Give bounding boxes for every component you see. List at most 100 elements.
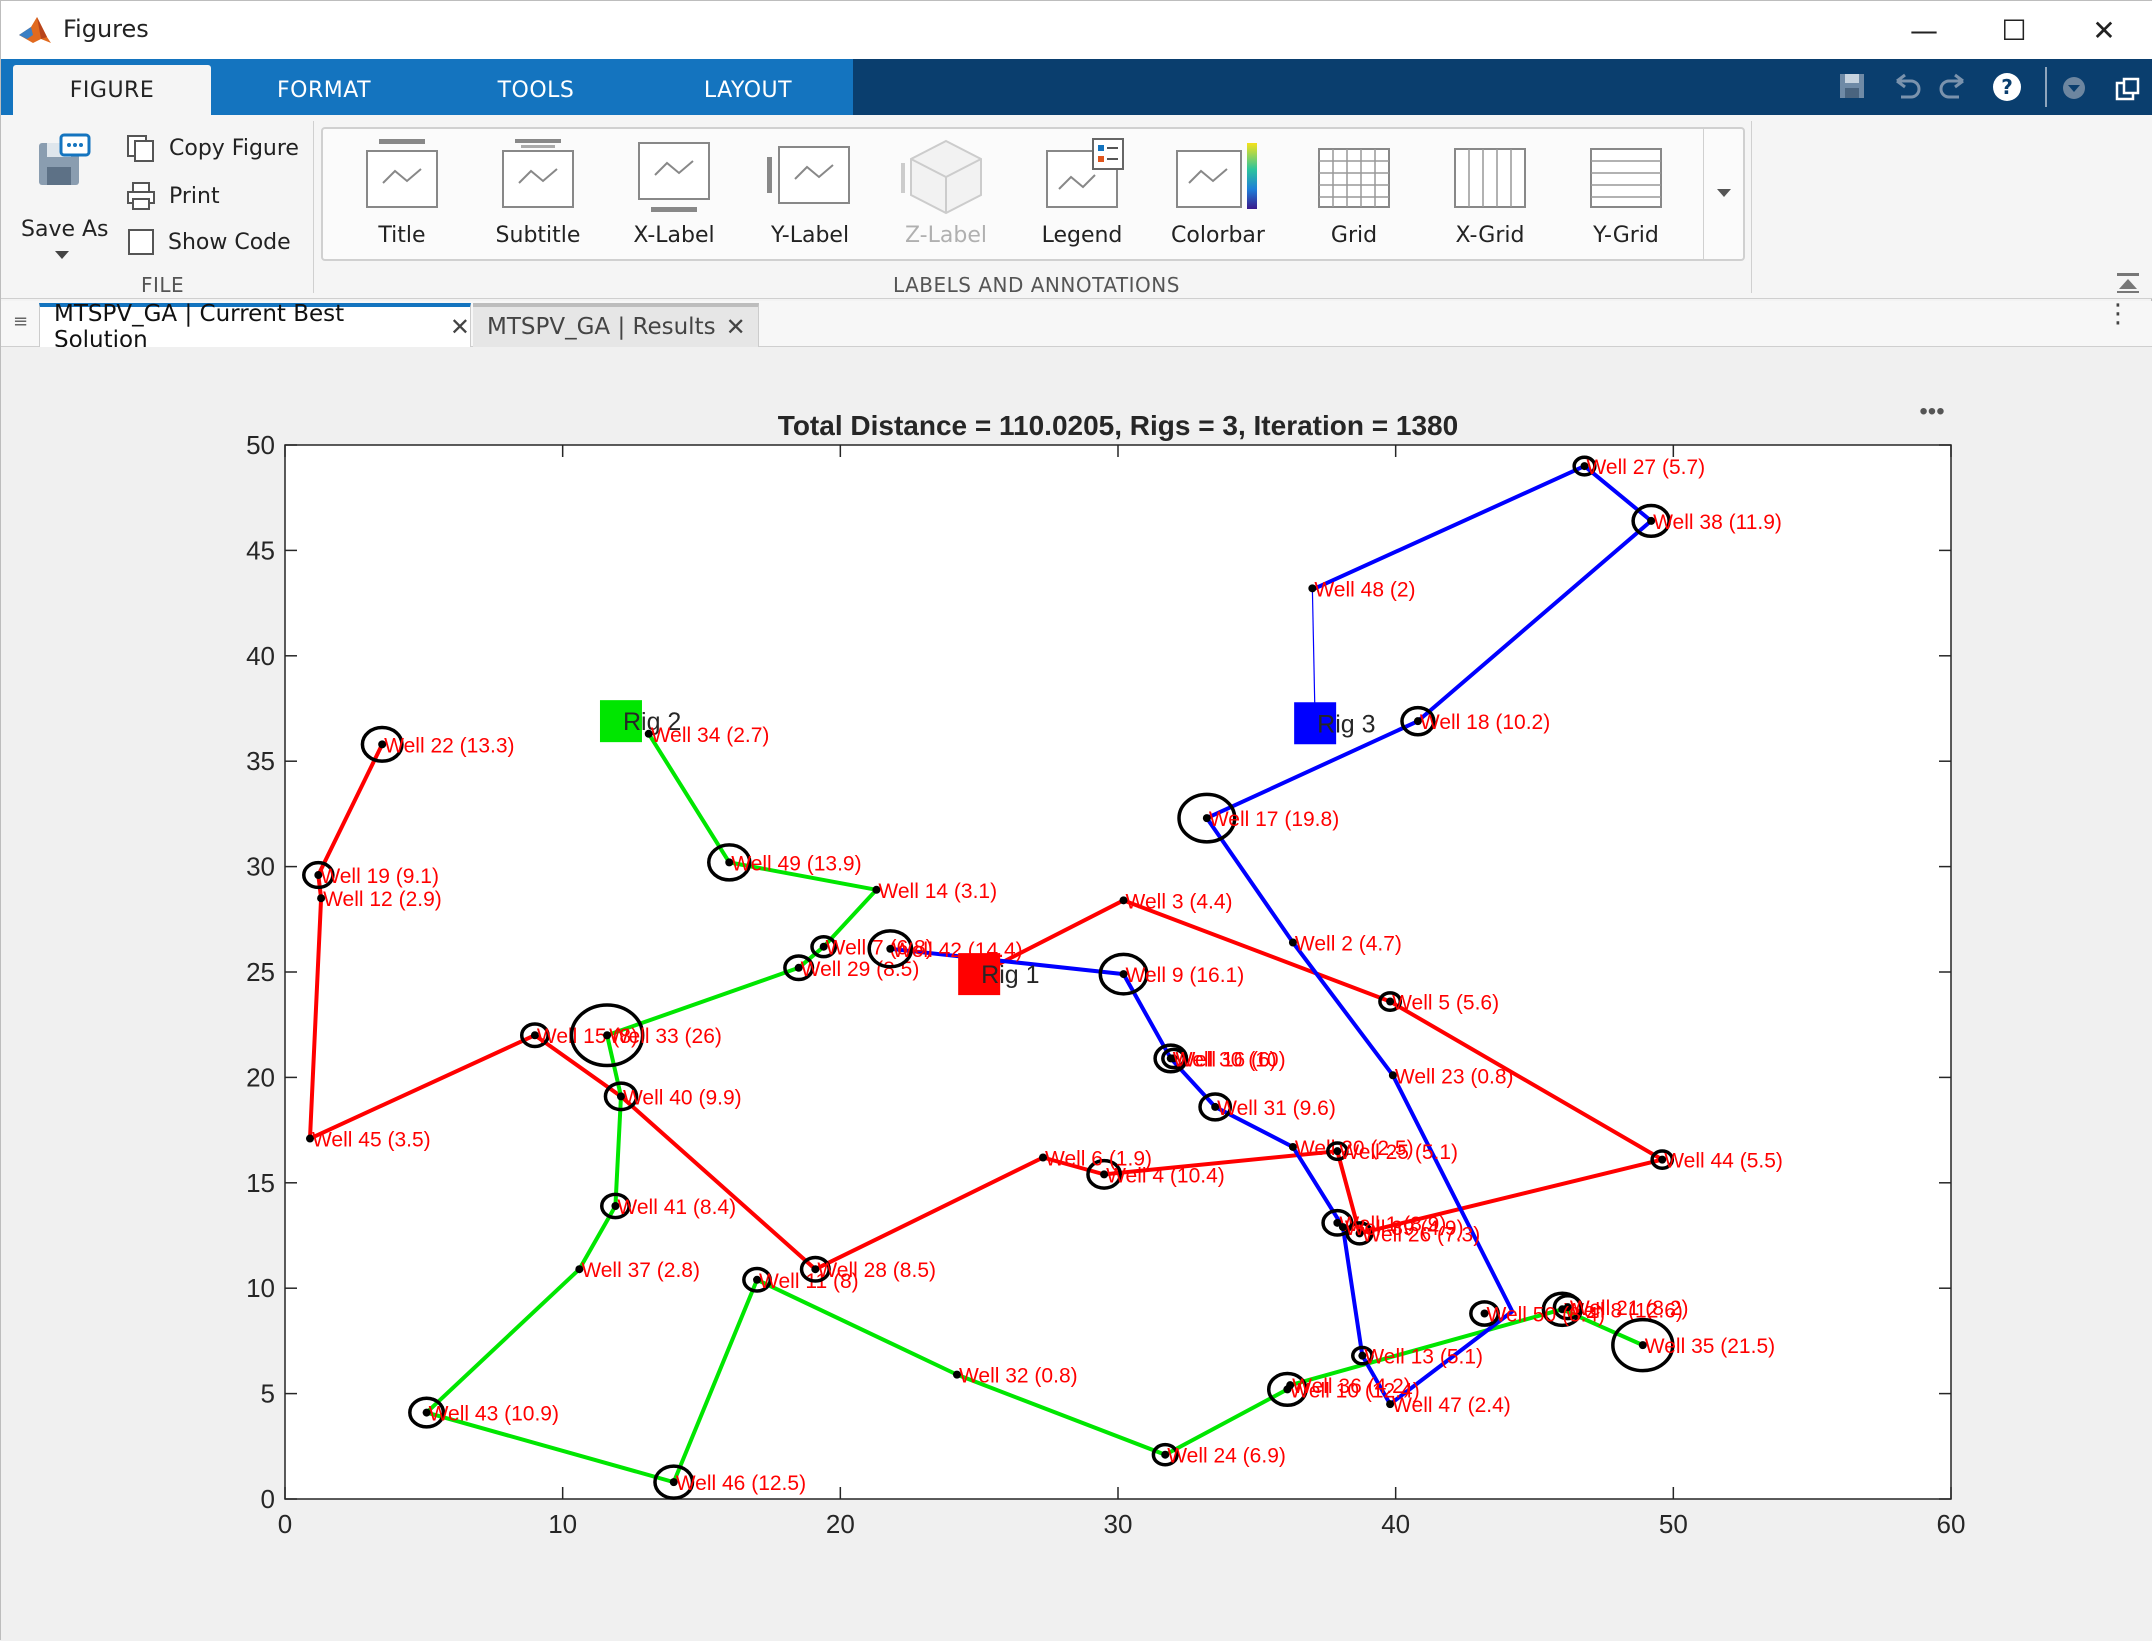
copy-figure-button[interactable]: Copy Figure	[125, 133, 299, 163]
print-button[interactable]: Print	[125, 181, 220, 211]
copy-icon	[127, 135, 154, 162]
show-code-label: Show Code	[168, 229, 291, 255]
undock-icon[interactable]	[2113, 75, 2143, 105]
rig-label: Rig 2	[623, 708, 681, 736]
well-point	[1119, 970, 1128, 979]
well-point	[819, 942, 828, 951]
legend-icon	[1046, 138, 1124, 208]
tab-figure[interactable]: FIGURE	[13, 65, 211, 115]
save-as-button[interactable]: Save As	[15, 133, 111, 263]
zlabel-button[interactable]: Z-Label	[881, 133, 1011, 259]
well-label: Well 7 (6.8)	[826, 937, 933, 960]
well-point	[317, 894, 326, 903]
close-window-button[interactable]: ✕	[2071, 9, 2137, 51]
x-tick-label: 50	[1659, 1509, 1688, 1539]
well-point	[1647, 516, 1656, 525]
close-tab-icon[interactable]: ✕	[449, 313, 470, 341]
tab-current-best-solution[interactable]: MTSPV_GA | Current Best Solution ✕	[39, 301, 471, 353]
well-size-circle	[1345, 1221, 1374, 1246]
maximize-button[interactable]: ☐	[1981, 9, 2047, 51]
well-label: Well 43 (10.9)	[429, 1403, 559, 1426]
tab-results[interactable]: MTSPV_GA | Results ✕	[473, 303, 759, 347]
well-label: Well 26 (7.3)	[1362, 1223, 1481, 1246]
well-label: Well 5 (5.6)	[1392, 992, 1499, 1015]
well-point	[669, 1478, 678, 1487]
legend-button[interactable]: Legend	[1017, 133, 1147, 259]
collapse-toolstrip-icon[interactable]	[2115, 271, 2141, 295]
well-label: Well 18 (10.2)	[1420, 711, 1550, 734]
well-size-circle	[302, 860, 335, 890]
gallery-expand-button[interactable]	[1703, 129, 1743, 259]
subtitle-button[interactable]: Subtitle	[473, 133, 603, 259]
well-size-circle	[742, 1266, 772, 1293]
axes-toolbar-menu[interactable]: •••	[1919, 398, 1944, 425]
redo-icon[interactable]	[1937, 71, 1971, 101]
well-label: Well 30 (10)	[1173, 1048, 1286, 1071]
help-icon[interactable]: ?	[1991, 71, 2023, 103]
maximize-icon: ☐	[2001, 13, 2027, 47]
well-size-circle	[1400, 705, 1436, 737]
well-size-circle	[1161, 1047, 1186, 1070]
well-point	[1039, 1153, 1048, 1162]
well-label: Well 15 (8)	[537, 1025, 638, 1048]
y-tick-label: 45	[246, 535, 275, 565]
printer-icon	[127, 182, 155, 210]
well-size-circle	[810, 934, 838, 959]
chart-title: Total Distance = 110.0205, Rigs = 3, Ite…	[778, 410, 1458, 441]
well-size-circle	[707, 843, 752, 882]
well-point	[1388, 1071, 1397, 1080]
well-size-circle	[408, 1396, 446, 1429]
well-point	[1286, 1381, 1295, 1390]
ygrid-button[interactable]: Y-Grid	[1561, 133, 1691, 259]
x-tick-label: 30	[1104, 1509, 1133, 1539]
well-point	[1580, 462, 1589, 471]
y-tick-label: 40	[246, 641, 275, 671]
well-size-circle	[1198, 1092, 1233, 1122]
colorbar-button[interactable]: Colorbar	[1153, 133, 1283, 259]
well-label: Well 20 (2.5)	[1295, 1137, 1414, 1160]
x-tick-label: 10	[548, 1509, 577, 1539]
copy-figure-label: Copy Figure	[169, 135, 299, 161]
title-bar: Figures — ☐ ✕	[1, 1, 2152, 59]
minimize-button[interactable]: —	[1891, 9, 1957, 51]
tab-format[interactable]: FORMAT	[276, 77, 372, 103]
well-label: Well 29 (8.5)	[801, 958, 920, 981]
well-size-circle	[1351, 1345, 1374, 1366]
x-tick-label: 40	[1381, 1509, 1410, 1539]
well-label: Well 36 (4.2)	[1292, 1375, 1411, 1398]
dropdown-icon[interactable]	[2059, 73, 2089, 103]
save-icon[interactable]	[1837, 71, 1867, 101]
well-size-circle	[1572, 455, 1597, 477]
well-point	[616, 1092, 625, 1101]
title-button[interactable]: Title	[337, 133, 467, 259]
xlabel-button[interactable]: X-Label	[609, 133, 739, 259]
ylabel-button[interactable]: Y-Label	[745, 133, 875, 259]
xgrid-button[interactable]: X-Grid	[1425, 133, 1555, 259]
chevron-down-icon	[55, 251, 69, 259]
more-options-icon[interactable]: ⋮	[2105, 299, 2131, 329]
well-size-circle	[519, 1022, 550, 1049]
well-size-circle	[1177, 792, 1237, 844]
well-point	[603, 1031, 612, 1040]
close-tab-icon[interactable]: ✕	[725, 313, 746, 341]
well-size-circle	[360, 725, 404, 763]
undo-icon[interactable]	[1889, 71, 1923, 101]
tab-layout[interactable]: LAYOUT	[703, 77, 793, 103]
minimize-icon: —	[1910, 13, 1938, 47]
route-line-rig-3	[890, 464, 1654, 1407]
x-tick-label: 0	[278, 1509, 292, 1539]
y-tick-label: 15	[246, 1168, 275, 1198]
document-tab-bar: ≡ MTSPV_GA | Current Best Solution ✕ MTS…	[1, 299, 2152, 353]
tab-tools[interactable]: TOOLS	[497, 77, 575, 103]
tab-menu-icon[interactable]: ≡	[13, 311, 29, 332]
well-size-circle	[799, 1255, 831, 1283]
window-title: Figures	[63, 15, 149, 43]
file-section-label: FILE	[141, 273, 185, 297]
well-point	[1100, 1170, 1109, 1179]
labels-gallery: Title Subtitle X-Label Y-Label Z-Label L…	[321, 127, 1745, 261]
grid-button[interactable]: Grid	[1289, 133, 1419, 259]
toolstrip: Save As Copy Figure Print Show Code FILE…	[1, 115, 2152, 299]
show-code-checkbox[interactable]: Show Code	[125, 229, 291, 255]
well-label: Well 22 (13.3)	[384, 734, 514, 757]
matlab-logo-icon	[19, 17, 51, 43]
